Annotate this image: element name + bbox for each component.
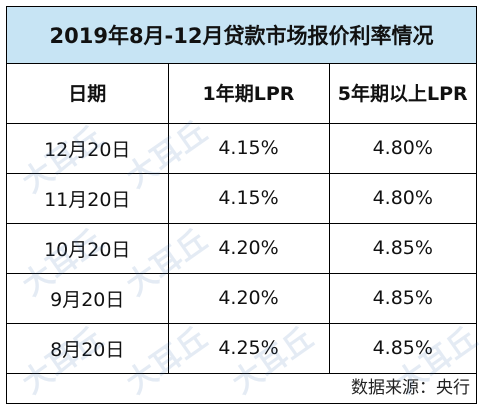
table-row: 9月20日 4.20% 4.85% (7, 273, 476, 324)
header-1y-lpr: 1年期LPR (168, 63, 330, 124)
data-source-note: 数据来源：央行 (351, 378, 470, 398)
header-row: 日期 1年期LPR 5年期以上LPR (7, 63, 476, 124)
cell-1y-lpr: 4.25% (168, 323, 330, 374)
header-date: 日期 (7, 63, 169, 124)
cell-1y-lpr: 4.15% (168, 173, 330, 224)
cell-1y-lpr: 4.20% (168, 223, 330, 274)
cell-date: 8月20日 (7, 323, 169, 374)
cell-date: 9月20日 (7, 273, 169, 324)
cell-5y-lpr: 4.85% (329, 273, 476, 324)
table-row: 11月20日 4.15% 4.80% (7, 173, 476, 224)
table-row: 12月20日 4.15% 4.80% (7, 123, 476, 174)
rate-table-frame: 2019年8月-12月贷款市场报价利率情况 日期 1年期LPR 5年期以上LPR… (6, 6, 477, 404)
header-5y-lpr: 5年期以上LPR (329, 63, 476, 124)
cell-5y-lpr: 4.85% (329, 323, 476, 374)
cell-1y-lpr: 4.20% (168, 273, 330, 324)
cell-date: 12月20日 (7, 123, 169, 174)
table-row: 8月20日 4.25% 4.85% (7, 323, 476, 374)
cell-5y-lpr: 4.80% (329, 123, 476, 174)
cell-date: 11月20日 (7, 173, 169, 224)
cell-5y-lpr: 4.85% (329, 223, 476, 274)
cell-5y-lpr: 4.80% (329, 173, 476, 224)
table-row: 10月20日 4.20% 4.85% (7, 223, 476, 274)
lpr-rate-table: 日期 1年期LPR 5年期以上LPR 12月20日 4.15% 4.80% 11… (7, 63, 476, 374)
cell-1y-lpr: 4.15% (168, 123, 330, 174)
cell-date: 10月20日 (7, 223, 169, 274)
table-title: 2019年8月-12月贷款市场报价利率情况 (7, 7, 476, 64)
